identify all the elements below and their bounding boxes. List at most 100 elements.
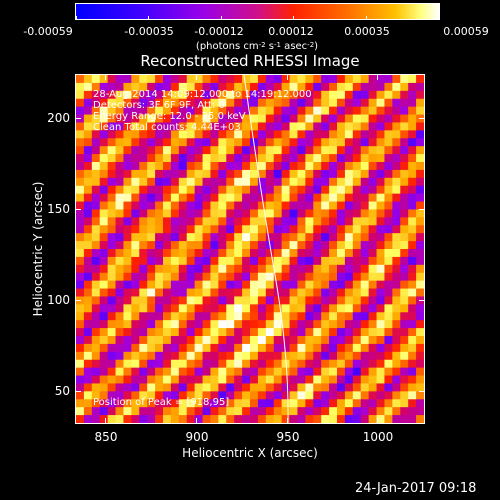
image-pixel (115, 312, 124, 321)
image-pixel (178, 217, 188, 226)
x-tick (287, 74, 288, 80)
image-pixel (194, 217, 203, 226)
image-pixel (99, 256, 109, 266)
image-pixel (242, 106, 251, 115)
image-pixel (91, 146, 101, 155)
image-pixel (210, 75, 219, 84)
image-pixel (305, 225, 314, 234)
image-pixel (392, 288, 401, 297)
image-pixel (368, 225, 377, 234)
image-pixel (329, 169, 338, 179)
image-pixel (226, 328, 235, 337)
image-pixel (163, 177, 172, 187)
image-pixel (360, 185, 370, 195)
image-pixel (337, 343, 346, 353)
image-pixel (297, 98, 306, 108)
image-pixel (210, 367, 219, 376)
image-pixel (194, 169, 203, 179)
image-pixel (210, 304, 219, 313)
image-pixel (170, 241, 180, 250)
image-pixel (408, 383, 417, 392)
image-pixel (400, 193, 409, 202)
colorbar-units: (photons cm-2 s-1 asec-2) (195, 41, 319, 52)
image-pixel (329, 75, 338, 84)
image-pixel (313, 177, 322, 187)
image-pixel (194, 272, 203, 282)
image-pixel (242, 193, 251, 202)
image-pixel (147, 336, 156, 345)
image-pixel (147, 193, 156, 202)
image-pixel (265, 359, 275, 369)
image-pixel (321, 264, 330, 274)
image-pixel (194, 177, 203, 187)
image-pixel (123, 122, 132, 131)
image-pixel (170, 328, 180, 337)
image-pixel (226, 415, 235, 423)
image-pixel (321, 336, 330, 345)
image-pixel (91, 320, 101, 329)
image-pixel (226, 122, 235, 131)
image-pixel (242, 122, 251, 131)
image-pixel (170, 336, 180, 345)
image-pixel (305, 82, 314, 92)
colorbar-tick (293, 16, 294, 20)
image-pixel (99, 328, 109, 337)
image-pixel (376, 185, 385, 195)
image-pixel (337, 256, 346, 266)
image-pixel (139, 328, 148, 337)
image-pixel (408, 249, 417, 258)
image-pixel (131, 399, 140, 408)
image-pixel (186, 351, 196, 361)
image-pixel (376, 249, 385, 258)
image-pixel (163, 154, 172, 163)
image-pixel (305, 375, 314, 384)
image-pixel (384, 138, 393, 147)
image-pixel (170, 130, 180, 139)
image-pixel (281, 98, 290, 108)
image-pixel (242, 264, 251, 274)
image-pixel (226, 304, 235, 313)
image-pixel (139, 169, 148, 179)
image-pixel (202, 367, 211, 376)
image-pixel (352, 367, 362, 376)
image-pixel (305, 114, 314, 123)
image-pixel (226, 383, 235, 392)
image-pixel (257, 233, 267, 242)
image-pixel (344, 367, 354, 376)
image-pixel (107, 122, 116, 131)
image-pixel (392, 193, 401, 202)
image-pixel (376, 375, 385, 384)
image-pixel (76, 328, 85, 337)
image-pixel (139, 304, 148, 313)
image-pixel (202, 241, 211, 250)
image-pixel (376, 359, 385, 369)
image-pixel (360, 75, 370, 84)
image-pixel (131, 343, 140, 353)
image-pixel (257, 146, 267, 155)
image-pixel (218, 138, 227, 147)
image-pixel (273, 146, 283, 155)
image-pixel (226, 201, 235, 210)
image-pixel (155, 415, 164, 423)
image-pixel (83, 185, 93, 195)
image-pixel (107, 280, 116, 289)
image-pixel (218, 383, 227, 392)
image-pixel (186, 359, 196, 369)
image-pixel (186, 312, 196, 321)
image-pixel (147, 177, 156, 187)
image-pixel (210, 288, 219, 297)
image-pixel (139, 343, 148, 353)
image-pixel (226, 336, 235, 345)
image-pixel (376, 209, 385, 218)
image-pixel (186, 375, 196, 384)
image-pixel (344, 209, 354, 218)
image-pixel (400, 415, 409, 423)
image-pixel (329, 296, 338, 305)
image-pixel (329, 320, 338, 329)
image-pixel (257, 217, 267, 226)
image-pixel (155, 351, 164, 361)
image-pixel (131, 106, 140, 115)
image-pixel (400, 407, 409, 416)
image-pixel (99, 98, 109, 108)
image-pixel (250, 328, 259, 337)
